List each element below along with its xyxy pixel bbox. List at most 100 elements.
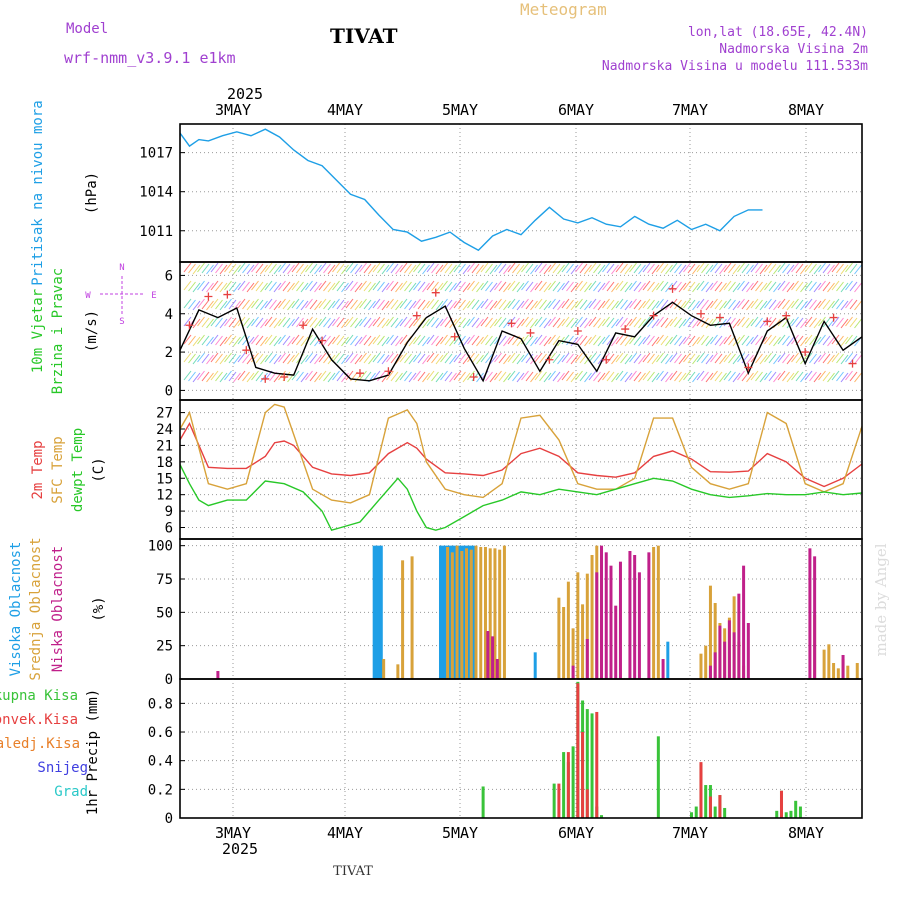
wind-barb bbox=[278, 280, 286, 291]
wind-barb bbox=[606, 371, 615, 382]
visoka-oblacnost-bar bbox=[375, 545, 379, 679]
wind-barb bbox=[453, 316, 462, 327]
gust-point bbox=[450, 332, 459, 341]
wind-barb bbox=[692, 336, 700, 347]
wind-barb bbox=[192, 354, 201, 365]
wind-barb bbox=[768, 317, 777, 328]
wind-barb bbox=[408, 336, 417, 347]
srednja-oblacnost-bar bbox=[713, 603, 717, 679]
wind-barb bbox=[431, 263, 439, 274]
wind-barb bbox=[345, 280, 354, 291]
y-tick-label: 2 bbox=[165, 345, 173, 361]
bottom-day-label: 3MAY bbox=[215, 824, 251, 842]
wind-barb bbox=[782, 353, 790, 364]
wind-barb bbox=[471, 263, 480, 274]
wind-barb bbox=[282, 281, 291, 292]
niska-oblacnost-bar bbox=[727, 620, 731, 679]
wind-barb bbox=[237, 280, 246, 291]
gust-point bbox=[223, 290, 232, 299]
wind-barb bbox=[485, 335, 493, 346]
wind-barb bbox=[669, 262, 678, 273]
wind-barb bbox=[431, 353, 439, 364]
wind-barb bbox=[836, 281, 844, 292]
wind-barb bbox=[476, 336, 484, 347]
compass-w: W bbox=[85, 291, 91, 301]
wind-barb bbox=[633, 335, 642, 346]
wind-barb bbox=[710, 352, 718, 363]
wind-barb bbox=[390, 263, 399, 274]
wind-barb bbox=[813, 354, 822, 365]
wind-barb bbox=[467, 352, 475, 363]
wind-barb bbox=[215, 371, 223, 382]
konvek-kisa-bar bbox=[566, 752, 570, 818]
wind-barb bbox=[269, 299, 277, 310]
wind-barb bbox=[696, 352, 705, 363]
wind-barb bbox=[494, 352, 502, 363]
wind-barb bbox=[417, 317, 426, 328]
wind-barb bbox=[462, 264, 471, 275]
wind-barb bbox=[849, 371, 858, 382]
wind-barb bbox=[210, 370, 219, 381]
wind-barb bbox=[345, 352, 354, 363]
wind-barb bbox=[386, 298, 394, 309]
wind-barb bbox=[849, 281, 858, 292]
wind-barb bbox=[309, 299, 318, 310]
wind-barb bbox=[768, 299, 777, 310]
wind-barb bbox=[786, 354, 795, 365]
wind-barb bbox=[701, 299, 709, 310]
top-year-label: 2025 bbox=[227, 85, 263, 103]
wind-barb bbox=[507, 352, 516, 363]
wind-barb bbox=[336, 371, 345, 382]
wind-barb bbox=[845, 262, 853, 273]
visoka-oblacnost-bar bbox=[472, 545, 476, 679]
wind-barb bbox=[359, 334, 367, 345]
wind-barb bbox=[822, 281, 831, 292]
wind-barb bbox=[350, 281, 358, 292]
wind-barb bbox=[494, 316, 502, 327]
wind-barb bbox=[440, 370, 448, 381]
wind-barb bbox=[449, 264, 457, 275]
wind-barb bbox=[633, 281, 642, 292]
wind-barb bbox=[449, 300, 457, 311]
wind-barb bbox=[233, 354, 241, 365]
wind-barb bbox=[651, 318, 660, 329]
wind-barb bbox=[404, 353, 412, 364]
wind-barb bbox=[269, 335, 277, 346]
wind-barb bbox=[476, 318, 484, 329]
wind-barb bbox=[269, 281, 277, 292]
wind-barb bbox=[188, 263, 196, 274]
wind-barb bbox=[291, 352, 300, 363]
wind-barb bbox=[197, 298, 205, 309]
wind-barb bbox=[431, 317, 439, 328]
wind-barb bbox=[246, 282, 255, 293]
ukupna-kisa-bar bbox=[690, 812, 693, 818]
cloud-unit: (%) bbox=[91, 596, 107, 621]
wind-barb bbox=[543, 282, 552, 293]
niska-oblacnost-bar bbox=[637, 572, 641, 679]
wind-barb bbox=[795, 263, 804, 274]
wind-barb bbox=[255, 335, 264, 346]
wind-barb bbox=[575, 352, 583, 363]
konvek-kisa-bar bbox=[718, 795, 722, 818]
wind-barb bbox=[458, 353, 466, 364]
wind-barb bbox=[512, 353, 520, 364]
wind-barb bbox=[818, 352, 826, 363]
wind-barb bbox=[813, 264, 822, 275]
wind-barb bbox=[210, 352, 219, 363]
ukupna-kisa-bar bbox=[775, 810, 779, 818]
wind-barb bbox=[269, 317, 277, 328]
wind-barb bbox=[372, 316, 381, 327]
wind-barb bbox=[471, 299, 480, 310]
wind-barb bbox=[683, 298, 691, 309]
ukupna-kisa-bar bbox=[585, 709, 589, 818]
wind-barb bbox=[831, 280, 840, 291]
wind-barb bbox=[188, 335, 196, 346]
wind-barb bbox=[791, 280, 799, 291]
srednja-oblacnost-bar bbox=[483, 547, 487, 679]
wind-barb bbox=[656, 370, 664, 381]
wind-barb bbox=[575, 262, 583, 273]
wind-barb bbox=[831, 352, 840, 363]
wind-barb bbox=[615, 334, 624, 345]
wind-barb bbox=[773, 264, 781, 275]
wind-barb bbox=[818, 262, 826, 273]
